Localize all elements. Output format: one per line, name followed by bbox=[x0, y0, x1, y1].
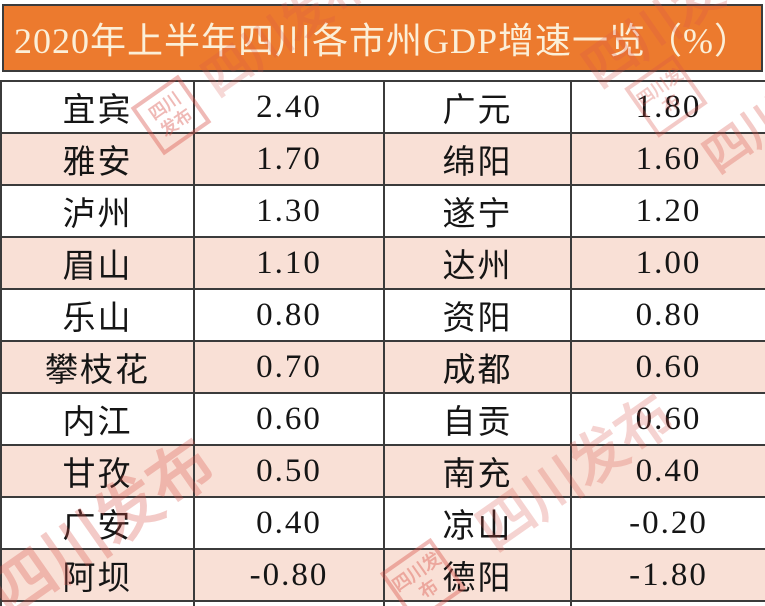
city-cell bbox=[383, 600, 572, 606]
table-row: 泸州 1.30 遂宁 1.20 bbox=[0, 184, 765, 238]
city-cell: 甘孜 bbox=[0, 444, 195, 498]
city-cell: 巴中 bbox=[0, 600, 195, 606]
value-cell: 2.40 bbox=[193, 80, 385, 134]
value-cell: 0.70 bbox=[193, 340, 385, 394]
city-cell: 泸州 bbox=[0, 184, 195, 238]
value-cell: 1.80 bbox=[570, 80, 765, 134]
city-cell: 遂宁 bbox=[383, 184, 572, 238]
table-row: 广安 0.40 凉山 -0.20 bbox=[0, 496, 765, 550]
city-cell: 成都 bbox=[383, 340, 572, 394]
value-cell: 0.60 bbox=[570, 392, 765, 446]
value-cell: 1.30 bbox=[193, 184, 385, 238]
value-cell: 0.60 bbox=[193, 392, 385, 446]
value-cell: 0.80 bbox=[193, 288, 385, 342]
page-title: 2020年上半年四川各市州GDP增速一览（%） bbox=[13, 21, 751, 61]
city-cell: 内江 bbox=[0, 392, 195, 446]
city-cell: 宜宾 bbox=[0, 80, 195, 134]
value-cell: -1.80 bbox=[193, 600, 385, 606]
table-row: 巴中 -1.80 bbox=[0, 600, 765, 606]
city-cell: 绵阳 bbox=[383, 132, 572, 186]
city-cell: 阿坝 bbox=[0, 548, 195, 602]
table-row: 眉山 1.10 达州 1.00 bbox=[0, 236, 765, 290]
city-cell: 雅安 bbox=[0, 132, 195, 186]
value-cell: 1.70 bbox=[193, 132, 385, 186]
value-cell: 0.80 bbox=[570, 288, 765, 342]
value-cell: 0.40 bbox=[193, 496, 385, 550]
city-cell: 德阳 bbox=[383, 548, 572, 602]
city-cell: 广元 bbox=[383, 80, 572, 134]
value-cell bbox=[570, 600, 765, 606]
table-row: 宜宾 2.40 广元 1.80 bbox=[0, 80, 765, 134]
value-cell: -0.80 bbox=[193, 548, 385, 602]
city-cell: 南充 bbox=[383, 444, 572, 498]
value-cell: 1.20 bbox=[570, 184, 765, 238]
city-cell: 攀枝花 bbox=[0, 340, 195, 394]
value-cell: 0.50 bbox=[193, 444, 385, 498]
title-bar: 2020年上半年四川各市州GDP增速一览（%） bbox=[2, 4, 763, 72]
value-cell: -1.80 bbox=[570, 548, 765, 602]
city-cell: 乐山 bbox=[0, 288, 195, 342]
city-cell: 眉山 bbox=[0, 236, 195, 290]
city-cell: 凉山 bbox=[383, 496, 572, 550]
value-cell: 0.60 bbox=[570, 340, 765, 394]
gdp-table: 宜宾 2.40 广元 1.80 雅安 1.70 绵阳 1.60 泸州 1.30 … bbox=[0, 80, 765, 606]
table-row: 内江 0.60 自贡 0.60 bbox=[0, 392, 765, 446]
value-cell: 1.10 bbox=[193, 236, 385, 290]
value-cell: -0.20 bbox=[570, 496, 765, 550]
table-row: 乐山 0.80 资阳 0.80 bbox=[0, 288, 765, 342]
city-cell: 达州 bbox=[383, 236, 572, 290]
value-cell: 0.40 bbox=[570, 444, 765, 498]
table-row: 甘孜 0.50 南充 0.40 bbox=[0, 444, 765, 498]
table-row: 阿坝 -0.80 德阳 -1.80 bbox=[0, 548, 765, 602]
city-cell: 广安 bbox=[0, 496, 195, 550]
city-cell: 自贡 bbox=[383, 392, 572, 446]
value-cell: 1.60 bbox=[570, 132, 765, 186]
city-cell: 资阳 bbox=[383, 288, 572, 342]
table-row: 攀枝花 0.70 成都 0.60 bbox=[0, 340, 765, 394]
table-row: 雅安 1.70 绵阳 1.60 bbox=[0, 132, 765, 186]
value-cell: 1.00 bbox=[570, 236, 765, 290]
